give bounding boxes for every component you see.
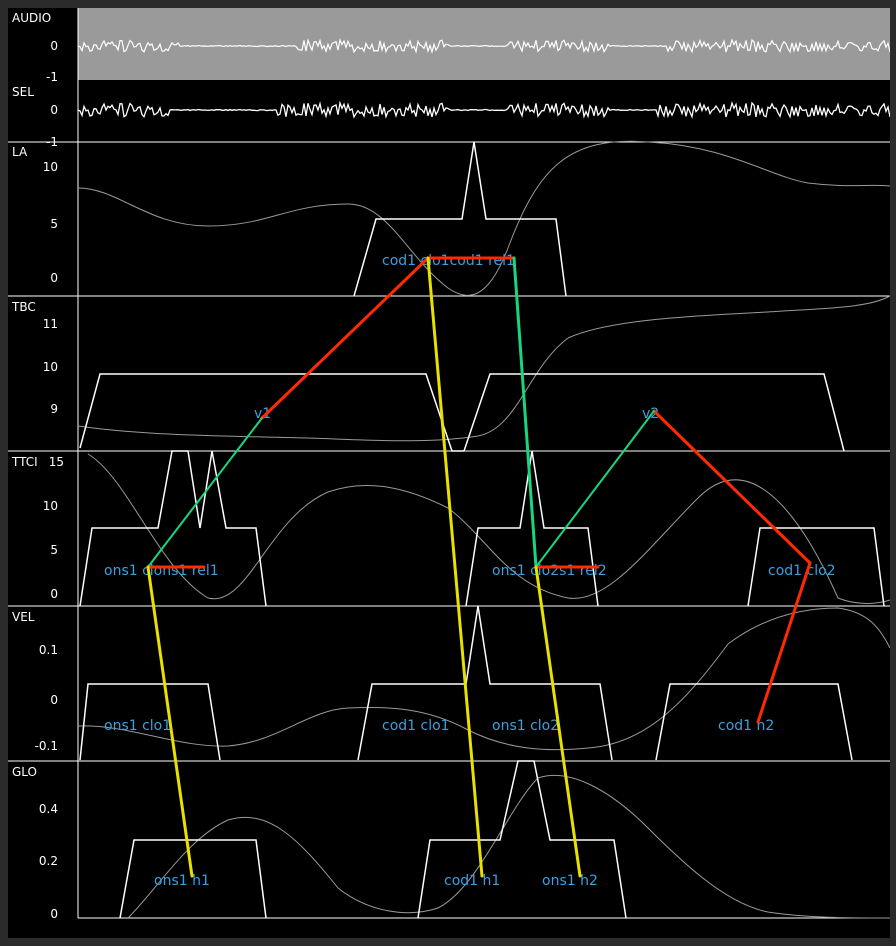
tick-label: 0 (50, 693, 58, 707)
track-label-audio: AUDIO (12, 11, 51, 25)
selection-waveform (77, 100, 890, 119)
coupling-yellow[interactable] (426, 256, 484, 878)
event-label: ons1 clo1 (104, 718, 171, 734)
glo-gesture-activation-1 (119, 839, 267, 919)
track-ttci: TTCI 15 10 5 0 ons1 clons1 rel1 ons1 clo… (11, 450, 890, 607)
track-sel: SEL 0 -1 (12, 85, 890, 149)
ttci-gesture-activation-3 (747, 527, 885, 607)
track-tbc: TBC 11 10 9 v1 v2 (11, 295, 890, 452)
coupling-green[interactable] (147, 417, 263, 568)
glo-gesture-activation-2 (417, 760, 627, 919)
coupling-green[interactable] (535, 410, 655, 568)
tick-label: 15 (49, 455, 64, 469)
tick-label: 0 (50, 271, 58, 285)
track-label-sel: SEL (12, 85, 34, 99)
tick-label: 0 (50, 587, 58, 601)
track-label-la: LA (12, 145, 28, 159)
tick-label: 10 (43, 499, 58, 513)
ttci-trajectory (87, 453, 890, 604)
track-label-glo: GLO (12, 765, 37, 779)
tick-label: 10 (43, 360, 58, 374)
tbc-gesture-activation (79, 373, 845, 452)
tick-label: 0 (50, 103, 58, 117)
tick-label: -0.1 (35, 739, 58, 753)
event-label: ons1 clo2s1 rel2 (492, 563, 607, 579)
event-label: ons1 clo2 (492, 718, 559, 734)
event-label: ons1 h2 (542, 873, 598, 889)
coupling-red[interactable] (756, 561, 812, 724)
tick-label: 0 (50, 39, 58, 53)
audio-waveform (77, 38, 890, 55)
gesture-score-panel[interactable]: AUDIO 0 -1 SEL 0 -1 LA 10 5 0 cod1 clo1c… (8, 8, 890, 938)
event-label: cod1 clo2 (768, 563, 836, 579)
tick-label: 11 (43, 317, 58, 331)
tick-label: 5 (50, 217, 58, 231)
tick-label: 0.1 (39, 643, 58, 657)
event-label: cod1 h1 (444, 873, 500, 889)
coupling-yellow[interactable] (534, 565, 582, 878)
coupling-red[interactable] (652, 409, 812, 565)
coupling-yellow[interactable] (146, 565, 194, 878)
event-label: cod1 clo1 (382, 718, 450, 734)
tbc-trajectory (77, 295, 890, 442)
la-gesture-activation (353, 141, 567, 297)
track-separators (8, 141, 890, 762)
ttci-gesture-activation-2 (465, 450, 599, 607)
vel-gesture-activation-3 (655, 683, 853, 761)
glo-trajectory (127, 774, 890, 919)
track-label-ttci: TTCI (11, 455, 38, 469)
gestural-score-plot[interactable]: AUDIO 0 -1 SEL 0 -1 LA 10 5 0 cod1 clo1c… (8, 8, 890, 938)
event-label: ons1 clons1 rel1 (104, 563, 219, 579)
tick-label: 0 (50, 907, 58, 921)
track-la: LA 10 5 0 cod1 clo1cod1 rel1 (12, 140, 890, 297)
timing-couplings (146, 256, 812, 878)
tick-label: 9 (50, 402, 58, 416)
vel-trajectory (77, 607, 890, 751)
track-label-tbc: TBC (11, 300, 36, 314)
tick-label: 10 (43, 160, 58, 174)
tick-label: -1 (46, 70, 58, 84)
track-audio: AUDIO 0 -1 (12, 8, 890, 84)
event-label: cod1 n2 (718, 718, 774, 734)
event-label: v1 (254, 406, 271, 422)
track-vel: VEL 0.1 0 -0.1 ons1 clo1 cod1 clo1 ons1 … (12, 605, 890, 761)
ttci-gesture-activation-1 (79, 450, 267, 607)
vel-gesture-activation-2 (357, 605, 613, 761)
tick-label: 5 (50, 543, 58, 557)
vel-gesture-activation-1 (79, 683, 221, 761)
event-label: cod1 clo1cod1 rel1 (382, 253, 515, 269)
track-glo: GLO 0.4 0.2 0 ons1 h1 cod1 h1 ons1 h2 (12, 760, 890, 921)
la-trajectory (77, 140, 890, 296)
event-label: ons1 h1 (154, 873, 210, 889)
tick-label: 0.2 (39, 854, 58, 868)
coupling-green[interactable] (512, 256, 538, 569)
tick-label: 0.4 (39, 802, 58, 816)
track-label-vel: VEL (12, 610, 35, 624)
coupling-red[interactable] (260, 256, 430, 420)
